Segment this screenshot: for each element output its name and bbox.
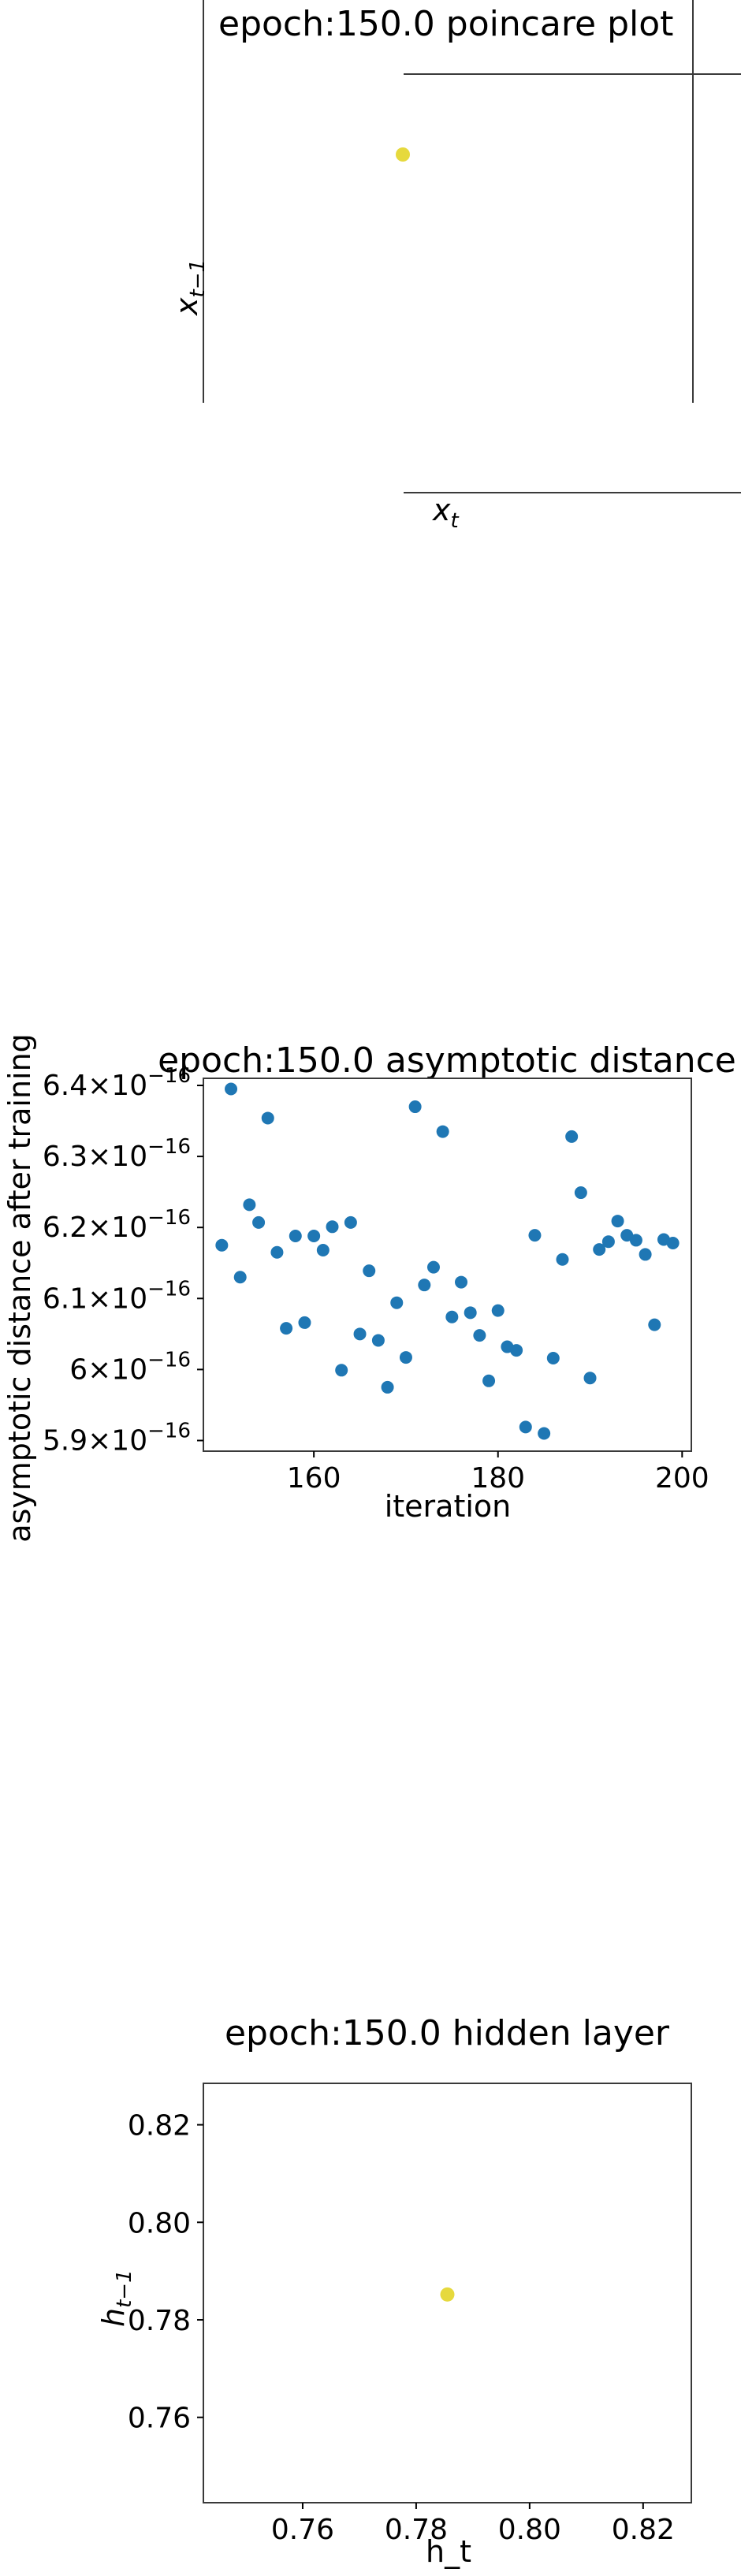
hidden-x-label: h_t — [426, 2534, 471, 2569]
distance-y-tick-label: 6.1×10−16 — [43, 1277, 191, 1315]
distance-points — [215, 1082, 680, 1440]
distance-point — [473, 1329, 486, 1342]
distance-point — [335, 1364, 348, 1377]
distance-x-ticks: 160 180 200 — [287, 1451, 709, 1495]
distance-point — [371, 1334, 385, 1347]
distance-point — [436, 1125, 449, 1138]
hidden-y-ticks: 0.76 0.78 0.80 0.82 — [128, 2110, 203, 2435]
distance-point — [363, 1264, 376, 1278]
hidden-title: epoch:150.0 hidden layer — [225, 2013, 670, 2053]
distance-plot-frame — [203, 1078, 692, 1452]
distance-point — [243, 1198, 256, 1212]
distance-point — [307, 1230, 321, 1243]
hidden-x-tick-label: 0.80 — [498, 2514, 561, 2546]
distance-point — [261, 1111, 274, 1125]
distance-point — [666, 1237, 680, 1250]
distance-point — [629, 1234, 642, 1247]
distance-y-tick-label: 5.9×10−16 — [43, 1419, 191, 1457]
distance-point — [538, 1427, 551, 1440]
distance-y-tick-label: 6×10−16 — [69, 1348, 191, 1386]
distance-point — [233, 1271, 247, 1284]
hidden-y-tick-label: 0.78 — [128, 2305, 191, 2337]
poincare-spines — [203, 0, 741, 493]
distance-point — [344, 1215, 357, 1229]
poincare-x-label: xt — [432, 493, 460, 533]
distance-chart: epoch:150.0 asymptotic distance 160 180 20… — [2, 1033, 736, 1543]
distance-point — [225, 1082, 238, 1096]
distance-point — [639, 1248, 652, 1261]
distance-point — [316, 1244, 330, 1257]
distance-point — [408, 1100, 422, 1114]
distance-point — [399, 1351, 412, 1364]
distance-point — [215, 1238, 229, 1252]
distance-x-tick-label: 200 — [655, 1462, 709, 1495]
distance-point — [381, 1380, 394, 1394]
hidden-points — [440, 2287, 455, 2302]
distance-point — [390, 1296, 404, 1309]
hidden-x-tick-label: 0.82 — [612, 2514, 675, 2546]
poincare-y-label: xt−1 — [169, 259, 210, 316]
distance-point — [593, 1243, 606, 1256]
hidden-x-tick-label: 0.78 — [385, 2514, 448, 2546]
distance-point — [445, 1310, 459, 1323]
distance-point — [353, 1327, 367, 1341]
distance-point — [510, 1344, 523, 1357]
hidden-y-tick-label: 0.82 — [128, 2110, 191, 2142]
poincare-title: epoch:150.0 poincare plot — [218, 4, 673, 44]
distance-point — [583, 1372, 597, 1385]
distance-y-tick-label: 6.2×10−16 — [43, 1206, 191, 1244]
poincare-point — [396, 147, 410, 162]
distance-x-tick-label: 160 — [287, 1462, 341, 1495]
distance-x-tick-label: 180 — [471, 1462, 525, 1495]
hidden-y-label: ht−1 — [96, 2269, 136, 2327]
poincare-chart: epoch:150.0 poincare plot xt xt−1 — [169, 0, 741, 533]
distance-point — [464, 1306, 477, 1320]
distance-point — [326, 1220, 339, 1234]
hidden-x-ticks: 0.76 0.78 0.80 0.82 — [271, 2503, 675, 2546]
distance-point — [546, 1351, 560, 1364]
distance-point — [482, 1374, 496, 1387]
distance-y-label: asymptotic distance after training — [2, 1033, 37, 1543]
distance-point — [574, 1186, 587, 1200]
distance-point — [601, 1235, 615, 1249]
distance-point — [289, 1230, 302, 1243]
distance-y-ticks: 5.9×10−16 6×10−16 6.1×10−16 6.2×10−16 6.3×10… — [43, 1064, 203, 1457]
distance-point — [528, 1229, 542, 1242]
distance-point — [611, 1215, 624, 1228]
hidden-point — [440, 2287, 455, 2302]
distance-point — [280, 1322, 293, 1335]
distance-point — [491, 1304, 505, 1317]
distance-point — [426, 1260, 440, 1274]
distance-point — [252, 1215, 266, 1229]
distance-point — [620, 1229, 634, 1242]
distance-point — [298, 1316, 311, 1329]
distance-y-tick-label: 6.3×10−16 — [43, 1135, 191, 1173]
distance-title: epoch:150.0 asymptotic distance — [158, 1040, 736, 1081]
hidden-y-tick-label: 0.76 — [128, 2403, 191, 2435]
distance-point — [270, 1245, 284, 1259]
distance-y-tick-label: 6.4×10−16 — [43, 1064, 191, 1102]
distance-point — [556, 1253, 569, 1266]
distance-point — [565, 1130, 579, 1143]
distance-point — [455, 1275, 468, 1289]
hidden-x-tick-label: 0.76 — [271, 2514, 334, 2546]
hidden-chart: epoch:150.0 hidden layer 0.76 0.78 0.80 0.8… — [96, 2013, 692, 2569]
hidden-y-tick-label: 0.80 — [128, 2207, 191, 2239]
distance-point — [418, 1279, 431, 1292]
distance-x-label: iteration — [385, 1489, 512, 1524]
hidden-plot-frame — [203, 2083, 692, 2503]
distance-point — [648, 1318, 661, 1331]
distance-point — [519, 1420, 532, 1434]
